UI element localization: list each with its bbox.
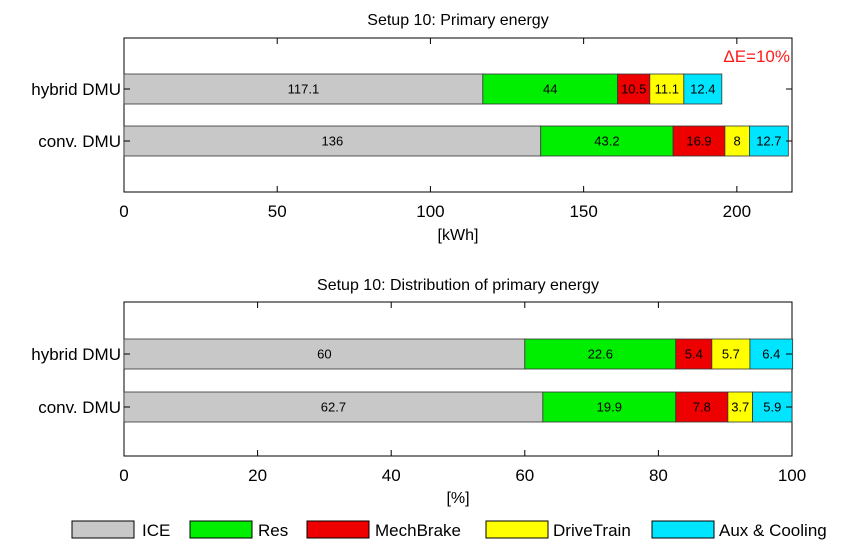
- legend-swatch-ice: [71, 520, 135, 539]
- chart-title: Setup 10: Distribution of primary energy: [317, 277, 599, 294]
- x-tick-label: 0: [119, 202, 128, 221]
- data-label: 7.8: [693, 400, 711, 415]
- data-label: 136: [322, 134, 344, 149]
- bar-segment-mechbrake: [675, 391, 729, 423]
- bar-segment-res: [524, 338, 677, 370]
- delta-e-annotation: ΔE=10%: [723, 47, 790, 66]
- data-label: 6.4: [762, 347, 780, 362]
- data-label: 5.4: [685, 347, 703, 362]
- bar-segment-mechbrake: [675, 338, 713, 370]
- x-tick-label: 100: [416, 202, 444, 221]
- bar-segment-ice: [123, 338, 526, 370]
- data-label: 16.9: [686, 134, 711, 149]
- data-label: 5.7: [722, 347, 740, 362]
- bar-segment-drivetrain: [724, 125, 750, 157]
- x-tick-label: 80: [649, 466, 668, 485]
- data-label: 12.4: [690, 82, 715, 97]
- bar-segment-aux-cooling: [749, 338, 794, 370]
- bar-segment-aux-cooling: [683, 73, 723, 105]
- data-label: 62.7: [321, 400, 346, 415]
- data-label: 117.1: [288, 82, 320, 97]
- x-axis-label: [%]: [446, 490, 469, 507]
- legend-label-res: Res: [258, 521, 288, 540]
- bar-segment-res: [482, 73, 619, 105]
- legend-swatch-res: [189, 520, 253, 539]
- x-tick-label: 20: [248, 466, 267, 485]
- bar-segment-drivetrain: [711, 338, 751, 370]
- bar-segment-mechbrake: [617, 73, 651, 105]
- x-axis-label: [kWh]: [438, 227, 479, 244]
- data-label: 3.7: [731, 400, 749, 415]
- plot-area: [123, 301, 793, 457]
- legend-swatch-mechbrake: [306, 520, 370, 539]
- x-tick-label: 40: [382, 466, 401, 485]
- x-tick-label: 0: [119, 466, 128, 485]
- bar-segment-ice: [123, 125, 542, 157]
- data-label: 8: [734, 134, 741, 149]
- category-label: conv. DMU: [38, 398, 121, 417]
- bar-segment-res: [540, 125, 674, 157]
- data-label: 11.1: [655, 82, 679, 97]
- x-tick-label: 60: [515, 466, 534, 485]
- bar-segment-ice: [123, 73, 484, 105]
- chart-panel-2: Setup 10: Distribution of primary energy…: [31, 277, 806, 507]
- data-label: 5.9: [763, 400, 781, 415]
- bar-segment-mechbrake: [672, 125, 726, 157]
- chart-title: Setup 10: Primary energy: [367, 12, 548, 29]
- data-label: 60: [317, 347, 331, 362]
- plot-area: [123, 37, 793, 193]
- bar-segment-res: [542, 391, 677, 423]
- legend-label-drivetrain: DriveTrain: [553, 521, 631, 540]
- category-label: conv. DMU: [38, 132, 121, 151]
- legend: ICE Res MechBrake DriveTrain Aux & Cooling: [71, 520, 827, 540]
- x-tick-label: 50: [268, 202, 287, 221]
- data-label: 19.9: [597, 400, 622, 415]
- category-label: hybrid DMU: [31, 345, 121, 364]
- legend-swatch-drivetrain: [485, 520, 549, 539]
- data-label: 43.2: [594, 134, 619, 149]
- bar-segment-aux-cooling: [749, 125, 789, 157]
- legend-label-aux-cooling: Aux & Cooling: [719, 521, 827, 540]
- data-label: 22.6: [588, 347, 613, 362]
- bar-segment-aux-cooling: [752, 391, 793, 423]
- data-label: 44: [543, 82, 557, 97]
- legend-label-mechbrake: MechBrake: [375, 521, 461, 540]
- data-label: 10.5: [621, 82, 646, 97]
- legend-label-ice: ICE: [142, 521, 170, 540]
- data-label: 12.7: [756, 134, 781, 149]
- x-tick-label: 150: [569, 202, 597, 221]
- x-tick-label: 100: [778, 466, 806, 485]
- x-tick-label: 200: [723, 202, 751, 221]
- legend-swatch-aux-cooling: [651, 520, 715, 539]
- bar-segment-drivetrain: [727, 391, 753, 423]
- category-label: hybrid DMU: [31, 80, 121, 99]
- chart-panel-1: Setup 10: Primary energy 117.1 44 10.5 11.1 1…: [31, 12, 793, 244]
